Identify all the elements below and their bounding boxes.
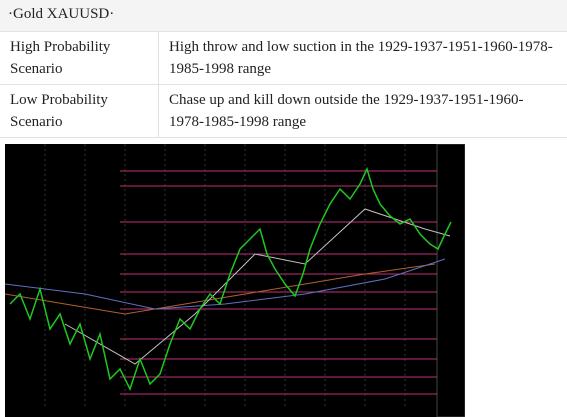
vertical-grid (44, 144, 406, 406)
table-row: High Probability Scenario High throw and… (0, 32, 567, 85)
scenario-table: High Probability Scenario High throw and… (0, 32, 567, 138)
chart-image (5, 144, 465, 417)
price-line (9, 166, 452, 391)
level-lines (120, 170, 437, 395)
table-cell: High Probability Scenario (0, 32, 159, 85)
table-cell: Low Probability Scenario (0, 84, 159, 138)
chart-background (5, 144, 465, 417)
price-scale (436, 144, 465, 417)
heading: ·Gold XAUUSD· (0, 0, 567, 32)
table-cell: High throw and low suction in the 1929-1… (158, 32, 567, 85)
moving-average (5, 258, 446, 310)
table-cell: Chase up and kill down outside the 1929-… (158, 84, 567, 138)
table-row: Low Probability Scenario Chase up and ki… (0, 84, 567, 138)
